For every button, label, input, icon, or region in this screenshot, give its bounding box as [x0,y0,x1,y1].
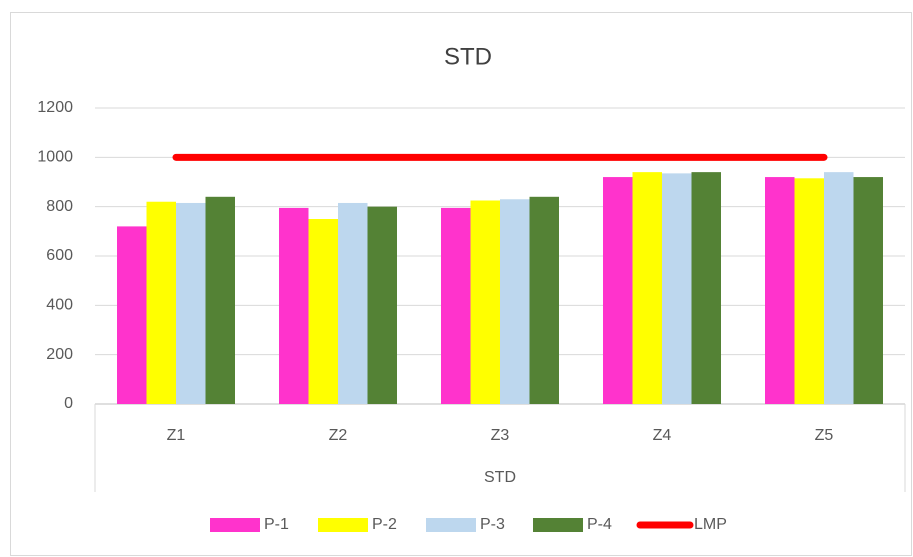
bar [824,172,854,404]
y-tick-label: 400 [46,297,73,314]
bar [500,199,530,404]
legend-swatch [210,518,260,532]
bar [603,177,633,404]
y-tick-label: 1200 [37,99,73,116]
legend-swatch [426,518,476,532]
legend-swatch [318,518,368,532]
legend-label: P-2 [372,516,397,533]
bar [117,226,147,404]
x-group-label: STD [484,469,516,486]
bar [853,177,883,404]
y-tick-label: 200 [46,346,73,363]
bar [279,207,309,404]
x-tick-label: Z5 [815,427,834,444]
legend-label: P-4 [587,516,612,533]
bar [470,200,500,404]
y-tick-label: 0 [64,395,73,412]
bar [205,196,235,404]
legend-swatch [533,518,583,532]
bar [441,207,471,404]
x-tick-label: Z1 [167,427,186,444]
bar [632,172,662,404]
bar [146,201,176,404]
bar [176,202,206,404]
x-tick-label: Z2 [329,427,348,444]
bar [662,173,692,404]
y-tick-label: 600 [46,247,73,264]
x-tick-label: Z4 [653,427,672,444]
legend-label: LMP [694,516,727,533]
bar [367,206,397,404]
bar [338,202,368,404]
legend-label: P-3 [480,516,505,533]
bar [529,196,559,404]
chart-title: STD [444,43,492,70]
bar [765,177,795,404]
y-tick-label: 800 [46,198,73,215]
bar [308,219,338,404]
y-tick-label: 1000 [37,149,73,166]
x-tick-label: Z3 [491,427,510,444]
legend-label: P-1 [264,516,289,533]
bar [794,178,824,404]
bar [691,172,721,404]
